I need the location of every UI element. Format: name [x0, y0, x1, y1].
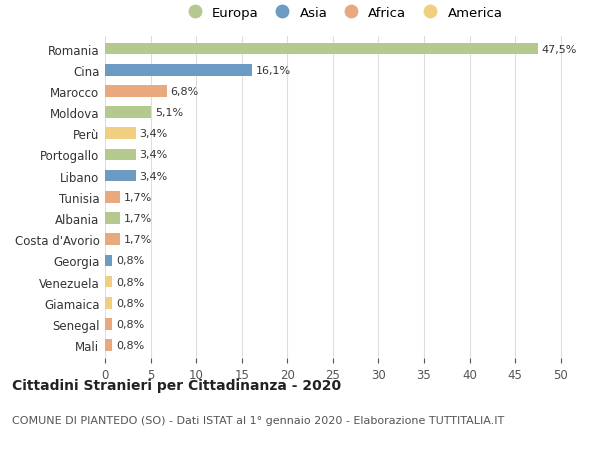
- Bar: [105, 44, 538, 55]
- Text: 0,8%: 0,8%: [116, 298, 144, 308]
- Text: 3,4%: 3,4%: [140, 150, 168, 160]
- Text: 0,8%: 0,8%: [116, 256, 144, 266]
- Bar: [105, 86, 167, 97]
- Text: 0,8%: 0,8%: [116, 319, 144, 329]
- Bar: [105, 213, 121, 224]
- Bar: [105, 191, 121, 203]
- Text: 3,4%: 3,4%: [140, 129, 168, 139]
- Bar: [105, 340, 112, 351]
- Bar: [105, 107, 151, 118]
- Text: 0,8%: 0,8%: [116, 340, 144, 350]
- Bar: [105, 149, 136, 161]
- Bar: [105, 255, 112, 267]
- Text: 0,8%: 0,8%: [116, 277, 144, 287]
- Text: 6,8%: 6,8%: [170, 87, 199, 97]
- Text: 1,7%: 1,7%: [124, 235, 152, 245]
- Legend: Europa, Asia, Africa, America: Europa, Asia, Africa, America: [176, 1, 508, 25]
- Text: COMUNE DI PIANTEDO (SO) - Dati ISTAT al 1° gennaio 2020 - Elaborazione TUTTITALI: COMUNE DI PIANTEDO (SO) - Dati ISTAT al …: [12, 415, 504, 425]
- Text: 1,7%: 1,7%: [124, 192, 152, 202]
- Bar: [105, 276, 112, 288]
- Text: 1,7%: 1,7%: [124, 213, 152, 224]
- Text: 47,5%: 47,5%: [542, 45, 577, 55]
- Bar: [105, 297, 112, 309]
- Text: 3,4%: 3,4%: [140, 171, 168, 181]
- Bar: [105, 234, 121, 246]
- Bar: [105, 65, 252, 76]
- Bar: [105, 319, 112, 330]
- Text: Cittadini Stranieri per Cittadinanza - 2020: Cittadini Stranieri per Cittadinanza - 2…: [12, 379, 341, 392]
- Bar: [105, 128, 136, 140]
- Bar: [105, 170, 136, 182]
- Text: 16,1%: 16,1%: [256, 66, 290, 76]
- Text: 5,1%: 5,1%: [155, 108, 183, 118]
